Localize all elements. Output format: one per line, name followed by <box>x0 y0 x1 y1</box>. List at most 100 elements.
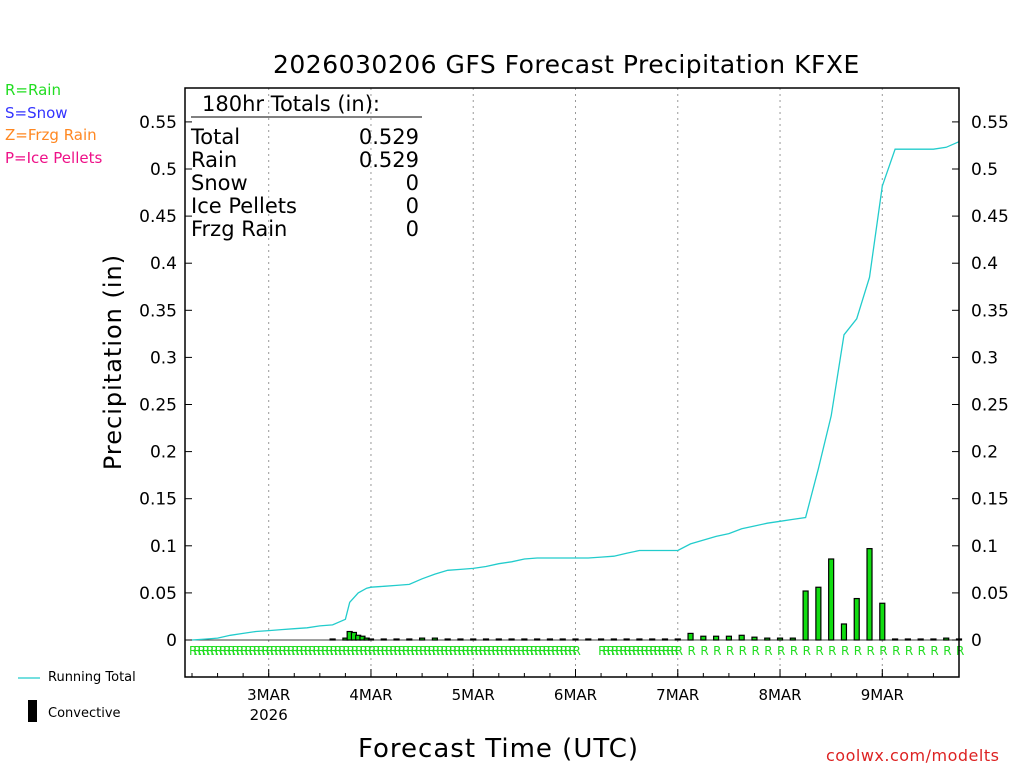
precip-bar <box>904 638 911 641</box>
ptype-marker-rain: R <box>355 644 363 658</box>
y-tick-label-right: 0.25 <box>971 396 1009 416</box>
ptype-marker-rain: R <box>338 644 346 658</box>
y-tick-label-left: 0.4 <box>150 254 177 274</box>
y-tick-label-left: 0.1 <box>150 537 177 557</box>
precip-bar <box>917 638 924 641</box>
ptype-marker-rain: R <box>918 644 926 658</box>
convective-legend-label: Convective <box>48 706 121 721</box>
ptype-marker-rain: R <box>457 644 465 658</box>
y-tick-label-right: 0.05 <box>971 584 1009 604</box>
grid-lines <box>192 88 959 677</box>
convective-legend-swatch <box>28 700 37 722</box>
ptype-marker-rain: R <box>764 644 772 658</box>
ptype-marker-rain: R <box>278 644 286 658</box>
ptype-marker-rain: R <box>632 644 640 658</box>
ptype-marker-rain: R <box>675 644 683 658</box>
ptype-marker-rain: R <box>658 644 666 658</box>
ptype-marker-rain: R <box>509 644 517 658</box>
precip-bar <box>380 638 387 641</box>
y-tick-label-right: 0 <box>971 631 982 651</box>
precip-bar <box>764 637 771 641</box>
y-tick-label-right: 0.3 <box>971 348 998 368</box>
ptype-marker-rain: R <box>389 644 397 658</box>
ptype-marker-rain: R <box>236 644 244 658</box>
precip-bar <box>751 636 758 641</box>
ptype-marker-rain: R <box>521 644 529 658</box>
ptype-marker-rain: R <box>317 644 325 658</box>
ptype-marker-rain: R <box>496 644 504 658</box>
precip-bar <box>406 638 413 641</box>
precip-bar <box>457 638 464 641</box>
ptype-marker-rain: R <box>330 644 338 658</box>
x-tick-label: 9MAR <box>861 686 904 704</box>
ptype-marker-rain: R <box>538 644 546 658</box>
ptype-marker-rain: R <box>206 644 214 658</box>
source-credit: coolwx.com/modelts <box>826 746 1000 765</box>
ptype-marker-rain: R <box>394 644 402 658</box>
y-tick-label-right: 0.35 <box>971 301 1009 321</box>
precip-bar <box>815 586 822 641</box>
ptype-marker-rain: R <box>423 644 431 658</box>
y-tick-label-left: 0.3 <box>150 348 177 368</box>
precip-bar <box>879 602 886 641</box>
ptype-marker-rain: R <box>415 644 423 658</box>
ptype-marker-rain: R <box>249 644 257 658</box>
ptype-marker-rain: R <box>189 644 197 658</box>
ptype-marker-rain: R <box>645 644 653 658</box>
ptype-marker-rain: R <box>649 644 657 658</box>
ptype-marker-rain: R <box>943 644 951 658</box>
precip-bar <box>508 638 515 641</box>
ptype-marker-rain: R <box>611 644 619 658</box>
plot-frame <box>184 87 960 678</box>
ptype-marker-rain: R <box>347 644 355 658</box>
ptype-marker-rain: R <box>364 644 372 658</box>
totals-heading: 180hr Totals (in): <box>202 92 380 116</box>
ptype-marker-rain: R <box>615 644 623 658</box>
ptype-marker-rain: R <box>803 644 811 658</box>
y-tick-label-right: 0.55 <box>971 113 1009 133</box>
y-tick-label-right: 0.15 <box>971 490 1009 510</box>
legend-snow: S=Snow <box>5 104 68 122</box>
precip-bar <box>367 638 375 641</box>
precip-bar <box>521 638 528 641</box>
ptype-marker-rain: R <box>602 644 610 658</box>
x-tick-label: 4MAR <box>349 686 392 704</box>
y-tick-label-left: 0.15 <box>139 490 177 510</box>
ptype-marker-rain: R <box>440 644 448 658</box>
ptype-marker-rain: R <box>568 644 576 658</box>
ptype-marker-rain: R <box>526 644 534 658</box>
ptype-marker-rain: R <box>223 644 231 658</box>
ptype-marker-rain: R <box>777 644 785 658</box>
ptype-marker-rain: R <box>287 644 295 658</box>
chart-title: 2026030206 GFS Forecast Precipitation KF… <box>273 50 860 79</box>
y-tick-label-left: 0.35 <box>139 301 177 321</box>
ptype-marker-rain: R <box>398 644 406 658</box>
y-tick-label-right: 0.5 <box>971 160 998 180</box>
precip-bar <box>700 635 707 641</box>
precip-bar <box>534 638 541 641</box>
x-tick-sublabel: 2026 <box>250 706 288 724</box>
precip-bar <box>840 623 848 641</box>
y-tick-label-left: 0.2 <box>150 443 177 463</box>
precip-bar <box>482 638 490 641</box>
ptype-marker-rain: R <box>530 644 538 658</box>
precip-bar <box>419 637 426 641</box>
precip-bar <box>585 638 592 641</box>
ptype-marker-rain: R <box>266 644 274 658</box>
precip-bar <box>649 638 656 641</box>
precip-bar <box>597 638 605 641</box>
y-tick-label-left: 0 <box>166 631 177 651</box>
ptype-marker-rain: R <box>227 644 235 658</box>
ptype-marker-rain: R <box>624 644 632 658</box>
ptype-marker-rain: R <box>598 644 606 658</box>
ptype-marker-rain: R <box>402 644 410 658</box>
precip-bar <box>891 638 899 641</box>
ptype-marker-rain: R <box>274 644 282 658</box>
ptype-marker-rain: R <box>449 644 457 658</box>
precip-bar <box>802 590 809 641</box>
totals-frzg-rain-label: Frzg Rain <box>191 217 288 241</box>
precip-bar <box>789 637 796 641</box>
precip-bar <box>444 638 451 641</box>
ptype-marker-rain: R <box>232 644 240 658</box>
